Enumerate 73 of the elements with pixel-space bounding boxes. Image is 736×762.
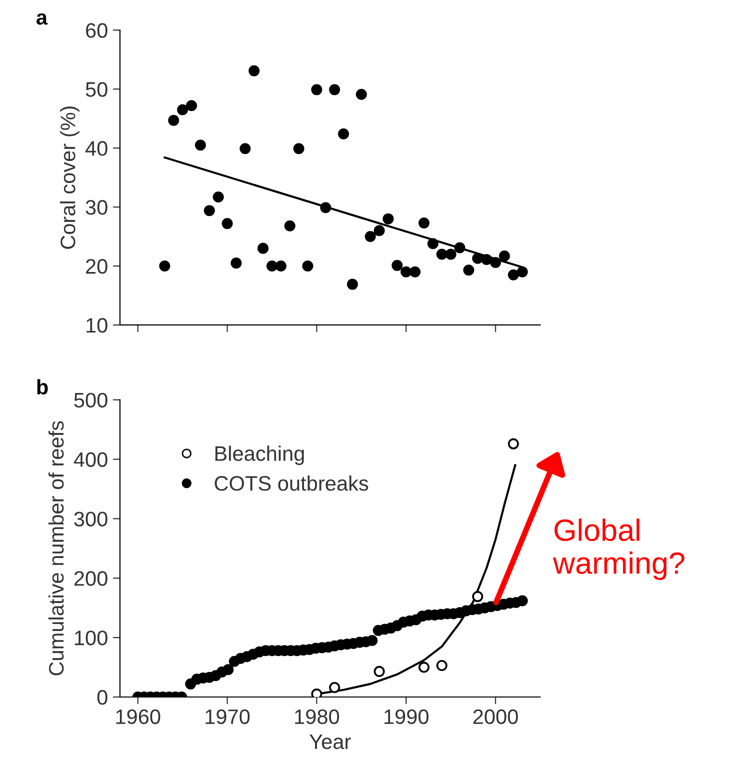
point [230, 258, 242, 269]
point [418, 662, 430, 673]
point [356, 88, 367, 100]
x-axis-title: Year [310, 734, 351, 750]
chart-title: a [36, 13, 48, 25]
y-tick-label: 400 [74, 452, 108, 468]
point [436, 660, 448, 672]
point [392, 260, 403, 271]
point [329, 682, 340, 694]
point [472, 252, 484, 264]
point [329, 84, 340, 96]
point [293, 143, 304, 154]
point [454, 242, 466, 254]
point [364, 231, 376, 242]
point [498, 250, 510, 262]
x-tick-label: 1990 [384, 709, 428, 724]
x-tick-label: 1970 [206, 709, 250, 724]
point [427, 238, 438, 250]
legend-label: COTS outbreaks [214, 475, 368, 491]
y-tick-label: 50 [86, 82, 108, 97]
y-tick-label: 60 [86, 23, 108, 38]
x-tick-label: 2000 [473, 709, 518, 724]
y-tick-label: 40 [85, 141, 108, 156]
point [258, 242, 269, 254]
point [400, 266, 412, 278]
point [248, 65, 260, 76]
point [320, 202, 332, 214]
point [222, 218, 233, 230]
y-tick-label: 20 [86, 259, 108, 274]
point [516, 266, 528, 278]
point [508, 438, 519, 450]
text: Global warming? [552, 518, 684, 580]
y-tick-label: 10 [86, 318, 108, 333]
y-tick-label: 0 [97, 690, 108, 705]
point [436, 248, 448, 260]
point [168, 114, 180, 126]
point [311, 688, 322, 697]
point [418, 217, 430, 228]
point [311, 84, 322, 96]
x-tick-label: 1980 [295, 709, 340, 724]
point [374, 225, 385, 236]
point [410, 266, 421, 278]
y-tick-label: 500 [74, 392, 108, 408]
point [266, 260, 278, 272]
y-tick-label: 300 [74, 512, 108, 526]
point [302, 260, 314, 272]
point [240, 143, 251, 154]
point [159, 260, 170, 272]
point [382, 213, 394, 224]
point [177, 104, 188, 116]
chart-title: b [37, 379, 48, 394]
point [212, 191, 224, 203]
y-tick-label: 100 [74, 630, 108, 646]
point [481, 254, 492, 266]
point [186, 100, 198, 112]
legend-label: Bleaching [215, 446, 304, 466]
x-tick-label: 1960 [116, 709, 160, 724]
point [374, 666, 385, 677]
y-axis-title: Coral cover (%) [60, 106, 80, 249]
point [284, 220, 296, 232]
y-tick-label: 30 [86, 200, 108, 215]
y-tick-label: 200 [74, 571, 108, 586]
y-axis-title: Cumulative number of reefs [48, 421, 64, 676]
point [194, 140, 206, 151]
point [445, 248, 456, 260]
point [472, 591, 484, 602]
point [275, 260, 286, 272]
point [204, 205, 215, 216]
point [338, 128, 350, 140]
point [346, 278, 358, 290]
point [463, 264, 474, 276]
point [508, 269, 519, 280]
point [490, 256, 502, 268]
